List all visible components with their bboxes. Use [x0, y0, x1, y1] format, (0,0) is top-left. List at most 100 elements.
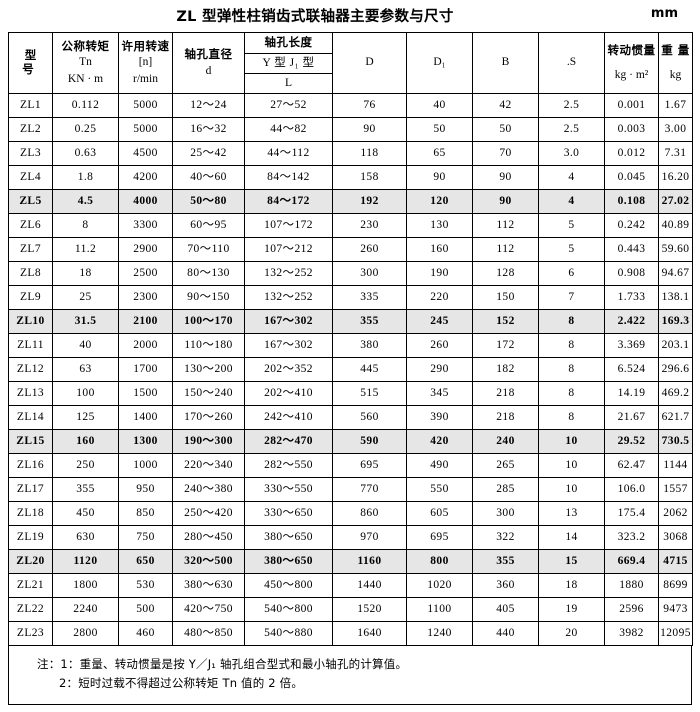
- cell-bore-length: 44～112: [244, 141, 333, 166]
- header-S: .S: [538, 32, 605, 94]
- cell-D1: 1240: [406, 621, 473, 646]
- cell-B: 405: [472, 597, 539, 622]
- table-row: ZL17 355 950 240～380 330～550 770 550 285 10 106.0…: [8, 477, 693, 502]
- cell-bore-length: 132～252: [244, 261, 333, 286]
- cell-D1: 1100: [406, 597, 473, 622]
- footnotes: 注：1：重量、转动惯量是按 Y／J₁ 轴孔组合型式和最小轴孔的计算值。 2：短时…: [8, 646, 692, 705]
- cell-B: 42: [472, 93, 539, 118]
- cell-D: 300: [332, 261, 407, 286]
- header-D1: D₁: [406, 32, 473, 94]
- cell-allowable-speed: 950: [118, 477, 173, 502]
- cell-moment-of-inertia: 21.67: [604, 405, 659, 430]
- cell-D: 76: [332, 93, 407, 118]
- cell-B: 300: [472, 501, 539, 526]
- cell-bore-diameter: 380～630: [172, 573, 245, 598]
- cell-allowable-speed: 2900: [118, 237, 173, 262]
- table-row: ZL16 250 1000 220～340 282～550 695 490 265 10 62.4…: [8, 453, 693, 478]
- cell-bore-diameter: 16～32: [172, 117, 245, 142]
- cell-S: 8: [538, 333, 605, 358]
- cell-D: 1160: [332, 549, 407, 574]
- cell-B: 285: [472, 477, 539, 502]
- cell-model: ZL10: [8, 309, 53, 334]
- cell-S: 15: [538, 549, 605, 574]
- cell-allowable-speed: 5000: [118, 117, 173, 142]
- header-bore-length-types: Y 型 J₁ 型: [244, 53, 333, 74]
- cell-allowable-speed: 1500: [118, 381, 173, 406]
- cell-model: ZL6: [8, 213, 53, 238]
- cell-D: 192: [332, 189, 407, 214]
- cell-bore-diameter: 480～850: [172, 621, 245, 646]
- cell-S: 5: [538, 237, 605, 262]
- cell-D1: 420: [406, 429, 473, 454]
- cell-allowable-speed: 650: [118, 549, 173, 574]
- cell-bore-length: 282～470: [244, 429, 333, 454]
- cell-S: 2.5: [538, 117, 605, 142]
- cell-bore-diameter: 50～80: [172, 189, 245, 214]
- cell-D1: 605: [406, 501, 473, 526]
- cell-weight: 1557: [658, 477, 693, 502]
- cell-allowable-speed: 1700: [118, 357, 173, 382]
- cell-B: 150: [472, 285, 539, 310]
- cell-S: 18: [538, 573, 605, 598]
- cell-allowable-speed: 750: [118, 525, 173, 550]
- cell-moment-of-inertia: 0.012: [604, 141, 659, 166]
- table-row: ZL1 0.112 5000 12～24 27～52 76 40 42 2.5 0.001 1.67: [8, 93, 693, 118]
- cell-bore-diameter: 80～130: [172, 261, 245, 286]
- cell-bore-length: 540～880: [244, 621, 333, 646]
- cell-D1: 50: [406, 117, 473, 142]
- cell-bore-diameter: 130～200: [172, 357, 245, 382]
- cell-moment-of-inertia: 14.19: [604, 381, 659, 406]
- cell-model: ZL4: [8, 165, 53, 190]
- header-row-main: 型 号 公称转矩 Tn KN · m 许用转速 [n] r/: [8, 32, 693, 94]
- cell-weight: 4715: [658, 549, 693, 574]
- cell-moment-of-inertia: 0.242: [604, 213, 659, 238]
- cell-bore-diameter: 320～500: [172, 549, 245, 574]
- cell-allowable-speed: 530: [118, 573, 173, 598]
- cell-D1: 160: [406, 237, 473, 262]
- cell-S: 5: [538, 213, 605, 238]
- cell-moment-of-inertia: 3982: [604, 621, 659, 646]
- cell-moment-of-inertia: 62.47: [604, 453, 659, 478]
- cell-D1: 245: [406, 309, 473, 334]
- table-row: ZL23 2800 460 480～850 540～880 1640 1240 440 20 39…: [8, 621, 693, 646]
- cell-nominal-torque: 450: [52, 501, 119, 526]
- cell-model: ZL3: [8, 141, 53, 166]
- table-row: ZL2 0.25 5000 16～32 44～82 90 50 50 2.5 0.003 3.00: [8, 117, 693, 142]
- cell-nominal-torque: 2240: [52, 597, 119, 622]
- table-row: ZL15 160 1300 190～300 282～470 590 420 240 10 29.5…: [8, 429, 693, 454]
- cell-moment-of-inertia: 106.0: [604, 477, 659, 502]
- cell-D1: 130: [406, 213, 473, 238]
- table-row: ZL11 40 2000 110～180 167～302 380 260 172 8 3.369 2…: [8, 333, 693, 358]
- cell-allowable-speed: 2000: [118, 333, 173, 358]
- cell-B: 355: [472, 549, 539, 574]
- table-row: ZL9 25 2300 90～150 132～252 335 220 150 7 1.733 138…: [8, 285, 693, 310]
- cell-moment-of-inertia: 175.4: [604, 501, 659, 526]
- cell-bore-length: 202～352: [244, 357, 333, 382]
- cell-weight: 8699: [658, 573, 693, 598]
- cell-D1: 345: [406, 381, 473, 406]
- cell-allowable-speed: 850: [118, 501, 173, 526]
- cell-nominal-torque: 1120: [52, 549, 119, 574]
- cell-bore-diameter: 190～300: [172, 429, 245, 454]
- cell-allowable-speed: 5000: [118, 93, 173, 118]
- cell-bore-length: 282～550: [244, 453, 333, 478]
- table-row: ZL21 1800 530 380～630 450～800 1440 1020 360 18 18…: [8, 573, 693, 598]
- cell-bore-length: 242～410: [244, 405, 333, 430]
- cell-D1: 260: [406, 333, 473, 358]
- cell-bore-length: 202～410: [244, 381, 333, 406]
- cell-D: 970: [332, 525, 407, 550]
- cell-weight: 9473: [658, 597, 693, 622]
- cell-D1: 490: [406, 453, 473, 478]
- cell-moment-of-inertia: 1880: [604, 573, 659, 598]
- cell-bore-diameter: 150～240: [172, 381, 245, 406]
- cell-nominal-torque: 18: [52, 261, 119, 286]
- cell-D: 230: [332, 213, 407, 238]
- cell-D: 158: [332, 165, 407, 190]
- cell-moment-of-inertia: 0.443: [604, 237, 659, 262]
- cell-S: 8: [538, 381, 605, 406]
- cell-nominal-torque: 8: [52, 213, 119, 238]
- cell-bore-diameter: 250～420: [172, 501, 245, 526]
- cell-weight: 59.60: [658, 237, 693, 262]
- cell-B: 112: [472, 213, 539, 238]
